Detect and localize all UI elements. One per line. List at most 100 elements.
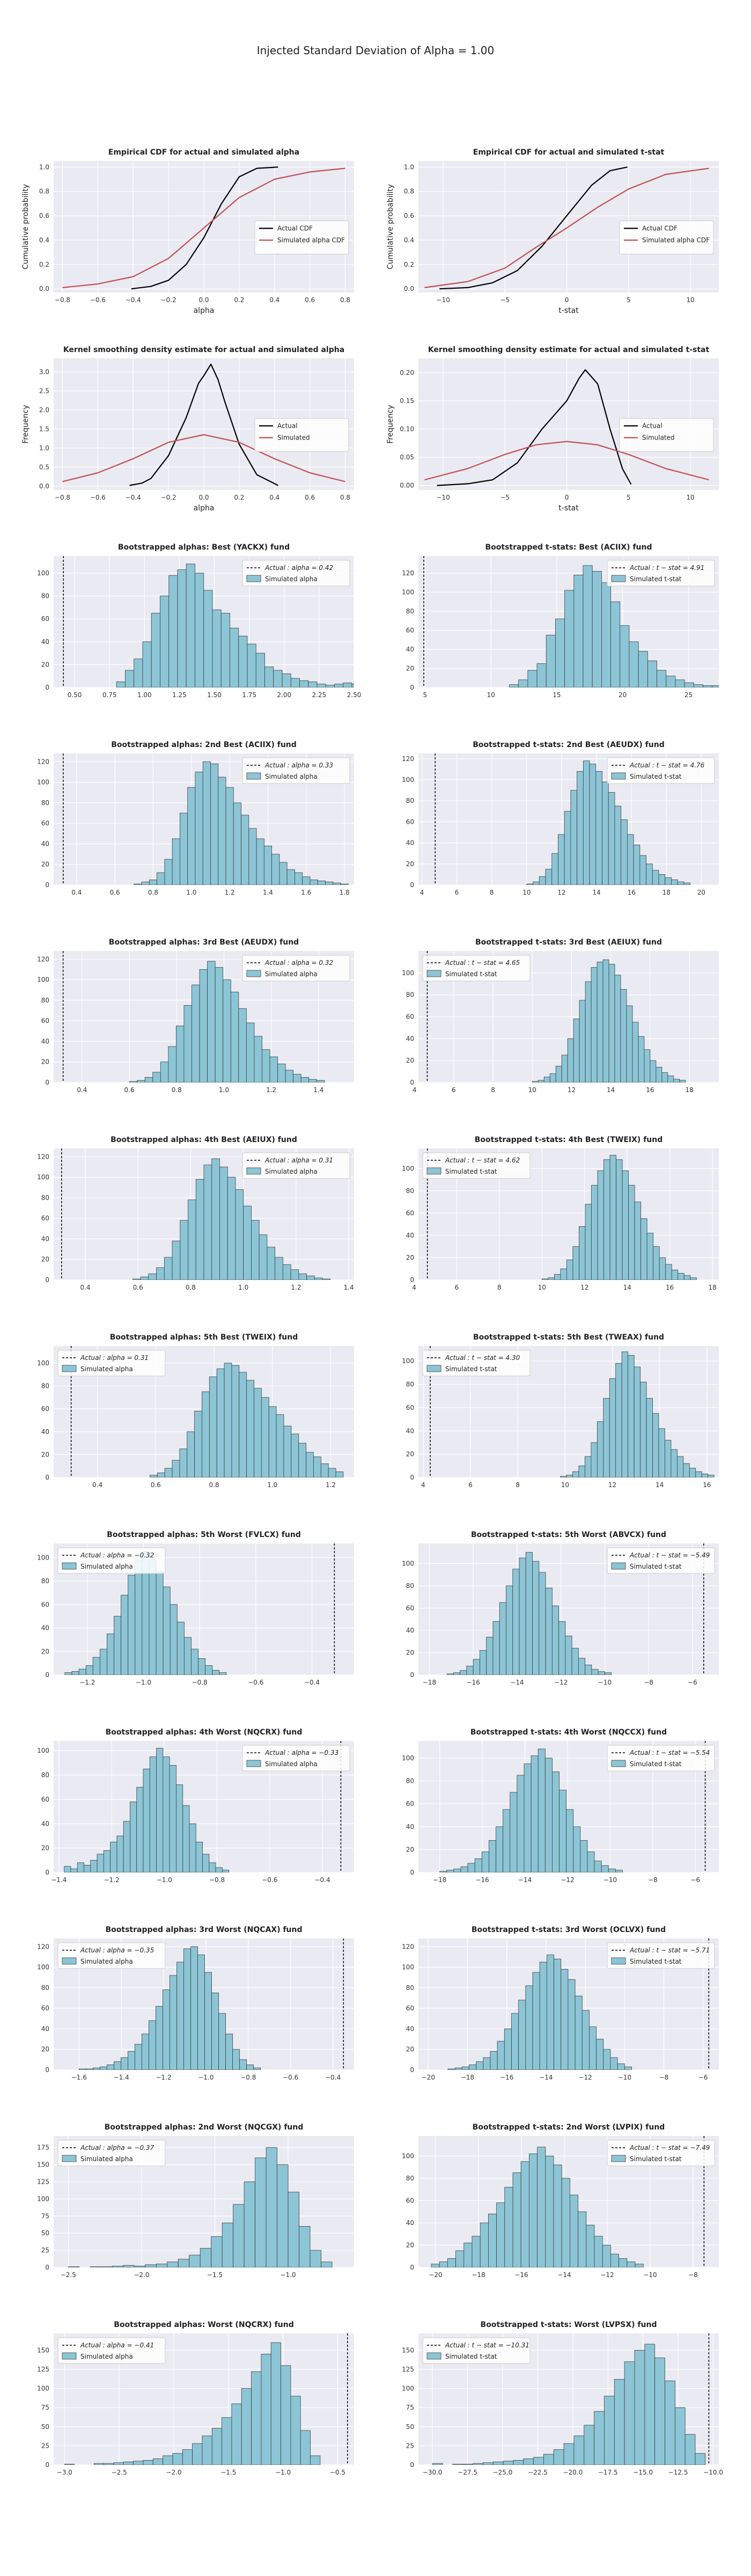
x-tick-label: −12 xyxy=(600,2271,614,2279)
histogram-bar xyxy=(527,670,538,687)
histogram-bar xyxy=(473,2463,483,2465)
histogram-bar xyxy=(306,1275,315,1280)
legend: Actual : alpha = −0.41 Simulated alpha xyxy=(57,2337,166,2364)
histogram-bar xyxy=(584,2425,595,2465)
histogram-bar xyxy=(248,828,257,885)
histogram-bar xyxy=(183,1948,191,2070)
histogram-bar xyxy=(156,2264,168,2267)
y-tick-label: 0.00 xyxy=(400,482,414,489)
histogram-bar xyxy=(594,2236,603,2267)
legend: Actual : t − stat = 4.76 Simulated t-stat xyxy=(607,757,715,784)
histogram-bar xyxy=(628,1185,635,1280)
legend-entry: Simulated alpha xyxy=(80,1365,133,1373)
histogram-bar xyxy=(231,2403,242,2465)
histogram-bar xyxy=(596,2039,604,2070)
histogram-bar xyxy=(575,1995,583,2070)
y-tick-label: 60 xyxy=(406,626,414,634)
histogram-bar xyxy=(144,1077,153,1082)
y-tick-label: 125 xyxy=(37,2366,49,2373)
histogram-bar xyxy=(568,1979,576,2070)
histogram-bar xyxy=(246,2065,254,2070)
plot-area xyxy=(64,1543,335,1675)
legend-box xyxy=(422,2337,531,2364)
histogram-bar xyxy=(136,1787,144,1872)
histogram-bar xyxy=(513,2460,524,2465)
subplot-title: Bootstrapped alphas: 3rd Worst (NQCAX) f… xyxy=(105,1926,302,1934)
y-tick-label: 60 xyxy=(41,1796,49,1803)
x-tick-label: 1.2 xyxy=(225,889,235,896)
histogram-bar xyxy=(635,2264,644,2267)
x-tick-label: −16 xyxy=(500,2074,513,2081)
y-tick-label: 0.05 xyxy=(400,453,414,461)
histogram-bar xyxy=(203,590,213,687)
x-tick-label: 10 xyxy=(528,1086,536,1094)
histogram-bar xyxy=(689,1468,696,1477)
legend: Actual : alpha = 0.42 Simulated alpha xyxy=(242,560,350,587)
x-tick-label: −18 xyxy=(423,1679,436,1686)
x-tick-label: 1.4 xyxy=(263,889,273,896)
histogram-bar xyxy=(195,573,204,687)
legend-entry: Actual : alpha = 0.42 xyxy=(264,564,333,572)
y-tick-label: 20 xyxy=(41,1256,49,1263)
y-tick-label: 120 xyxy=(402,569,414,577)
histogram-bar xyxy=(608,1869,616,1872)
histogram-bar xyxy=(262,1049,270,1082)
x-tick-label: −0.8 xyxy=(55,296,70,304)
y-tick-label: 20 xyxy=(41,861,49,868)
subplot-title: Bootstrapped t-stats: 2nd Worst (LVPIX) … xyxy=(473,2123,665,2132)
histogram-bar xyxy=(275,1257,283,1280)
y-tick-label: 0.2 xyxy=(404,261,414,268)
histogram-bar xyxy=(202,761,211,885)
y-tick-label: 0 xyxy=(410,1079,414,1086)
x-tick-label: −16 xyxy=(467,1679,480,1686)
histogram-bar xyxy=(202,2435,212,2465)
histogram-bar xyxy=(560,1476,567,1477)
subplot-boot-tstat-2nd-worst: Bootstrapped t-stats: 2nd Worst (LVPIX) … xyxy=(402,2123,719,2279)
histogram-bar xyxy=(160,1062,169,1082)
histogram-bar xyxy=(164,1257,173,1280)
histogram-bar xyxy=(553,2449,564,2465)
series-line xyxy=(437,369,632,486)
histogram-bar xyxy=(187,787,196,885)
y-tick-label: 80 xyxy=(41,1577,49,1585)
histogram-bar xyxy=(627,834,634,885)
histogram-bar xyxy=(615,1363,622,1477)
legend-entry: Simulated alpha xyxy=(265,1760,318,1768)
histogram-bar xyxy=(511,2013,519,2070)
histogram-bar xyxy=(172,2453,183,2465)
x-tick-label: −0.8 xyxy=(209,1876,225,1884)
histogram-bar xyxy=(255,2157,267,2267)
y-tick-label: 25 xyxy=(41,2246,49,2254)
histogram-bar xyxy=(204,1972,212,2070)
histogram-bar xyxy=(263,845,273,885)
subplot-title: Bootstrapped alphas: 5th Best (TWEIX) fu… xyxy=(110,1333,298,1342)
histogram-bar xyxy=(70,1868,78,1872)
histogram-bar xyxy=(572,1246,579,1280)
y-tick-label: 40 xyxy=(406,1627,414,1634)
histogram-bar xyxy=(106,2065,114,2070)
legend-entry: Simulated alpha xyxy=(265,1168,318,1175)
legend-box xyxy=(607,2140,715,2167)
histogram-bar xyxy=(290,2396,301,2465)
histogram-bar xyxy=(656,1067,662,1082)
series-line xyxy=(62,434,345,482)
x-tick-label: 0.8 xyxy=(340,494,350,501)
histogram-bar xyxy=(551,853,558,885)
legend-entry: Simulated t-stat xyxy=(630,2155,682,2163)
histogram-bar xyxy=(605,1672,612,1675)
histogram-bar xyxy=(191,1649,198,1675)
subplot-title: Bootstrapped t-stats: 2nd Best (AEUDX) f… xyxy=(473,741,664,749)
histogram-bar xyxy=(143,1768,150,1872)
x-tick-label: 0.6 xyxy=(133,1284,143,1291)
histogram-bar xyxy=(180,1220,188,1280)
y-tick-label: 40 xyxy=(41,1624,49,1632)
y-tick-label: 20 xyxy=(406,1649,414,1656)
x-tick-label: −0.6 xyxy=(262,1876,277,1884)
legend-swatch xyxy=(611,1760,626,1767)
plot-area xyxy=(447,1938,710,2070)
histogram-bar xyxy=(293,1074,301,1082)
histogram-bar xyxy=(202,1391,210,1477)
legend-swatch xyxy=(62,1562,77,1570)
y-tick-label: 0 xyxy=(45,1474,49,1481)
x-tick-label: −8 xyxy=(644,1679,653,1686)
